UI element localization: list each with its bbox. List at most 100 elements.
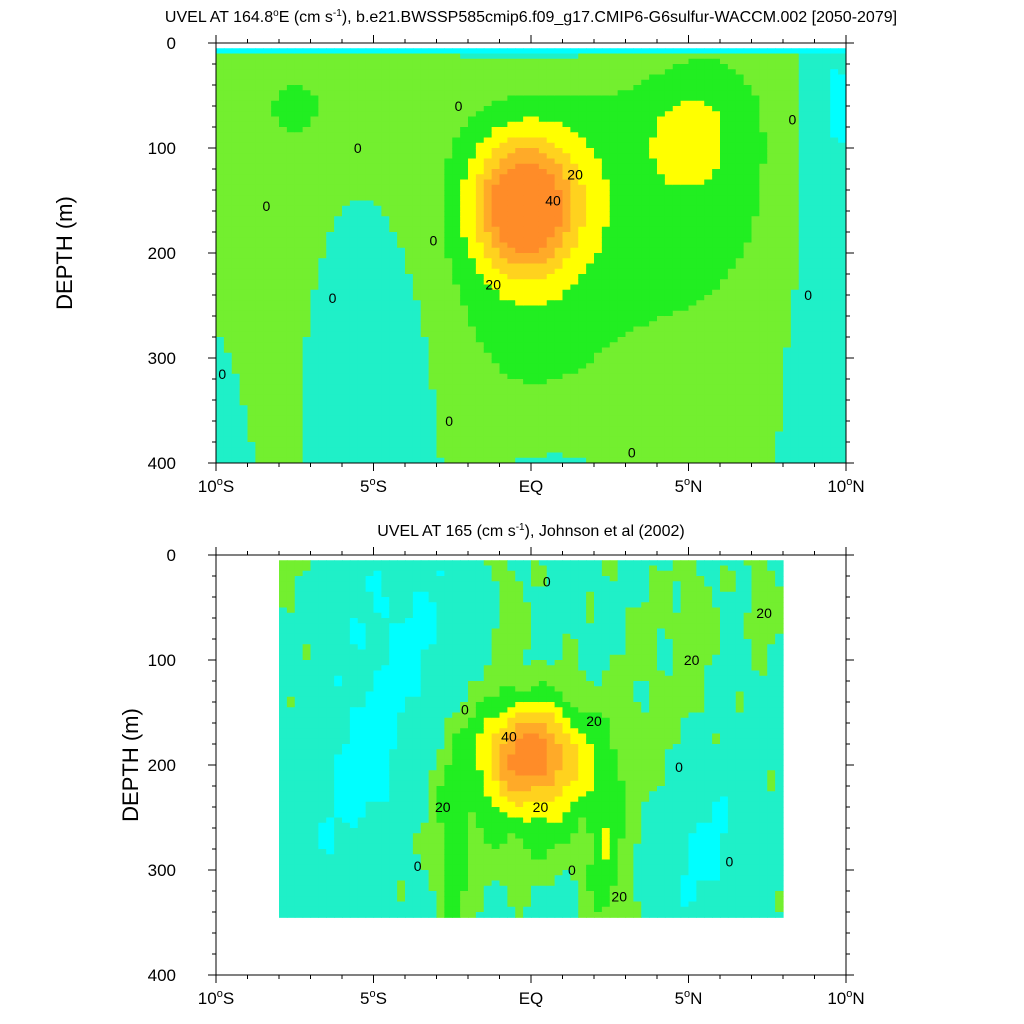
contour-cell (633, 331, 642, 338)
contour-cell (412, 237, 422, 244)
contour-cell (657, 205, 666, 212)
contour-cell (554, 221, 564, 228)
contour-cell (397, 247, 406, 254)
contour-cell (531, 153, 540, 160)
contour-cell (696, 200, 705, 207)
contour-cell (523, 247, 532, 254)
contour-cell (483, 326, 493, 333)
contour-cell (310, 295, 319, 301)
contour-cell (310, 436, 319, 443)
contour-cell (460, 284, 469, 291)
contour-cell (649, 158, 658, 165)
contour-cell (657, 242, 666, 249)
contour-cell (523, 69, 532, 76)
contour-cell (633, 153, 642, 160)
contour-cell (444, 363, 453, 370)
contour-cell (633, 352, 642, 359)
contour-cell (302, 205, 312, 212)
contour-cell (538, 237, 548, 244)
contour-cell (302, 258, 312, 265)
contour-cell (475, 111, 485, 118)
contour-cell (444, 100, 453, 107)
contour-cell (507, 284, 516, 291)
contour-cell (696, 379, 705, 385)
contour-cell (625, 153, 634, 160)
contour-cell (255, 284, 264, 291)
contour-cell (255, 326, 264, 333)
contour-cell (712, 116, 721, 123)
contour-cell (357, 195, 367, 202)
contour-cell (263, 106, 272, 112)
contour-cell (302, 216, 312, 223)
contour-cell (216, 148, 225, 154)
contour-cell (633, 326, 642, 333)
contour-cell (468, 368, 477, 375)
contour-cell (318, 426, 327, 433)
contour-cell (428, 426, 438, 433)
contour-cell (247, 279, 256, 286)
contour-cell (373, 442, 382, 448)
contour-cell (491, 305, 501, 312)
contour-cell (444, 184, 453, 191)
contour-cell (672, 289, 682, 296)
contour-cell (601, 179, 611, 186)
contour-cell (420, 337, 430, 343)
contour-cell (696, 400, 705, 406)
contour-cell (507, 142, 516, 149)
contour-cell (428, 174, 438, 181)
contour-cell (279, 284, 288, 291)
contour-cell (231, 142, 241, 149)
contour-cell (334, 237, 343, 244)
contour-cell (704, 337, 713, 343)
contour-cell (594, 190, 603, 196)
contour-cell (483, 221, 493, 228)
contour-cell (523, 426, 532, 433)
contour-cell (436, 295, 445, 301)
contour-cell (420, 300, 430, 307)
contour-cell (641, 347, 650, 354)
contour-cell (216, 358, 225, 364)
contour-cell (586, 253, 595, 259)
contour-cell (231, 237, 241, 244)
contour-cell (342, 452, 351, 459)
contour-cell (231, 316, 241, 322)
contour-cell (586, 153, 595, 160)
contour-cell (271, 127, 280, 133)
contour-cell (546, 352, 556, 359)
contour-cell (594, 274, 603, 280)
contour-cell (688, 268, 697, 275)
contour-cell (263, 442, 272, 448)
contour-cell (625, 284, 634, 291)
contour-cell (609, 426, 619, 433)
contour-cell (546, 410, 556, 417)
contour-cell (657, 116, 666, 123)
contour-cell (704, 421, 713, 427)
contour-cell (641, 184, 650, 191)
contour-cell (223, 85, 233, 91)
contour-cell (672, 358, 682, 364)
contour-cell (397, 184, 406, 191)
contour-cell (444, 316, 453, 322)
contour-cell (664, 79, 674, 86)
contour-cell (381, 442, 390, 448)
contour-cell (704, 195, 713, 202)
contour-cell (310, 431, 319, 438)
contour-cell (216, 74, 225, 81)
contour-cell (680, 447, 690, 454)
contour-cell (475, 436, 485, 443)
contour-cell (531, 95, 540, 102)
contour-cell (657, 226, 666, 233)
contour-cell (389, 232, 398, 238)
contour-cell (294, 263, 304, 270)
contour-cell (223, 90, 233, 97)
contour-cell (625, 106, 634, 112)
contour-cell (444, 205, 453, 212)
contour-cell (696, 85, 705, 91)
contour-cell (625, 74, 634, 81)
contour-cell (688, 74, 697, 81)
contour-cell (342, 258, 351, 265)
contour-cell (672, 300, 682, 307)
contour-cell (578, 337, 587, 343)
contour-cell (696, 158, 705, 165)
contour-cell (696, 447, 705, 454)
